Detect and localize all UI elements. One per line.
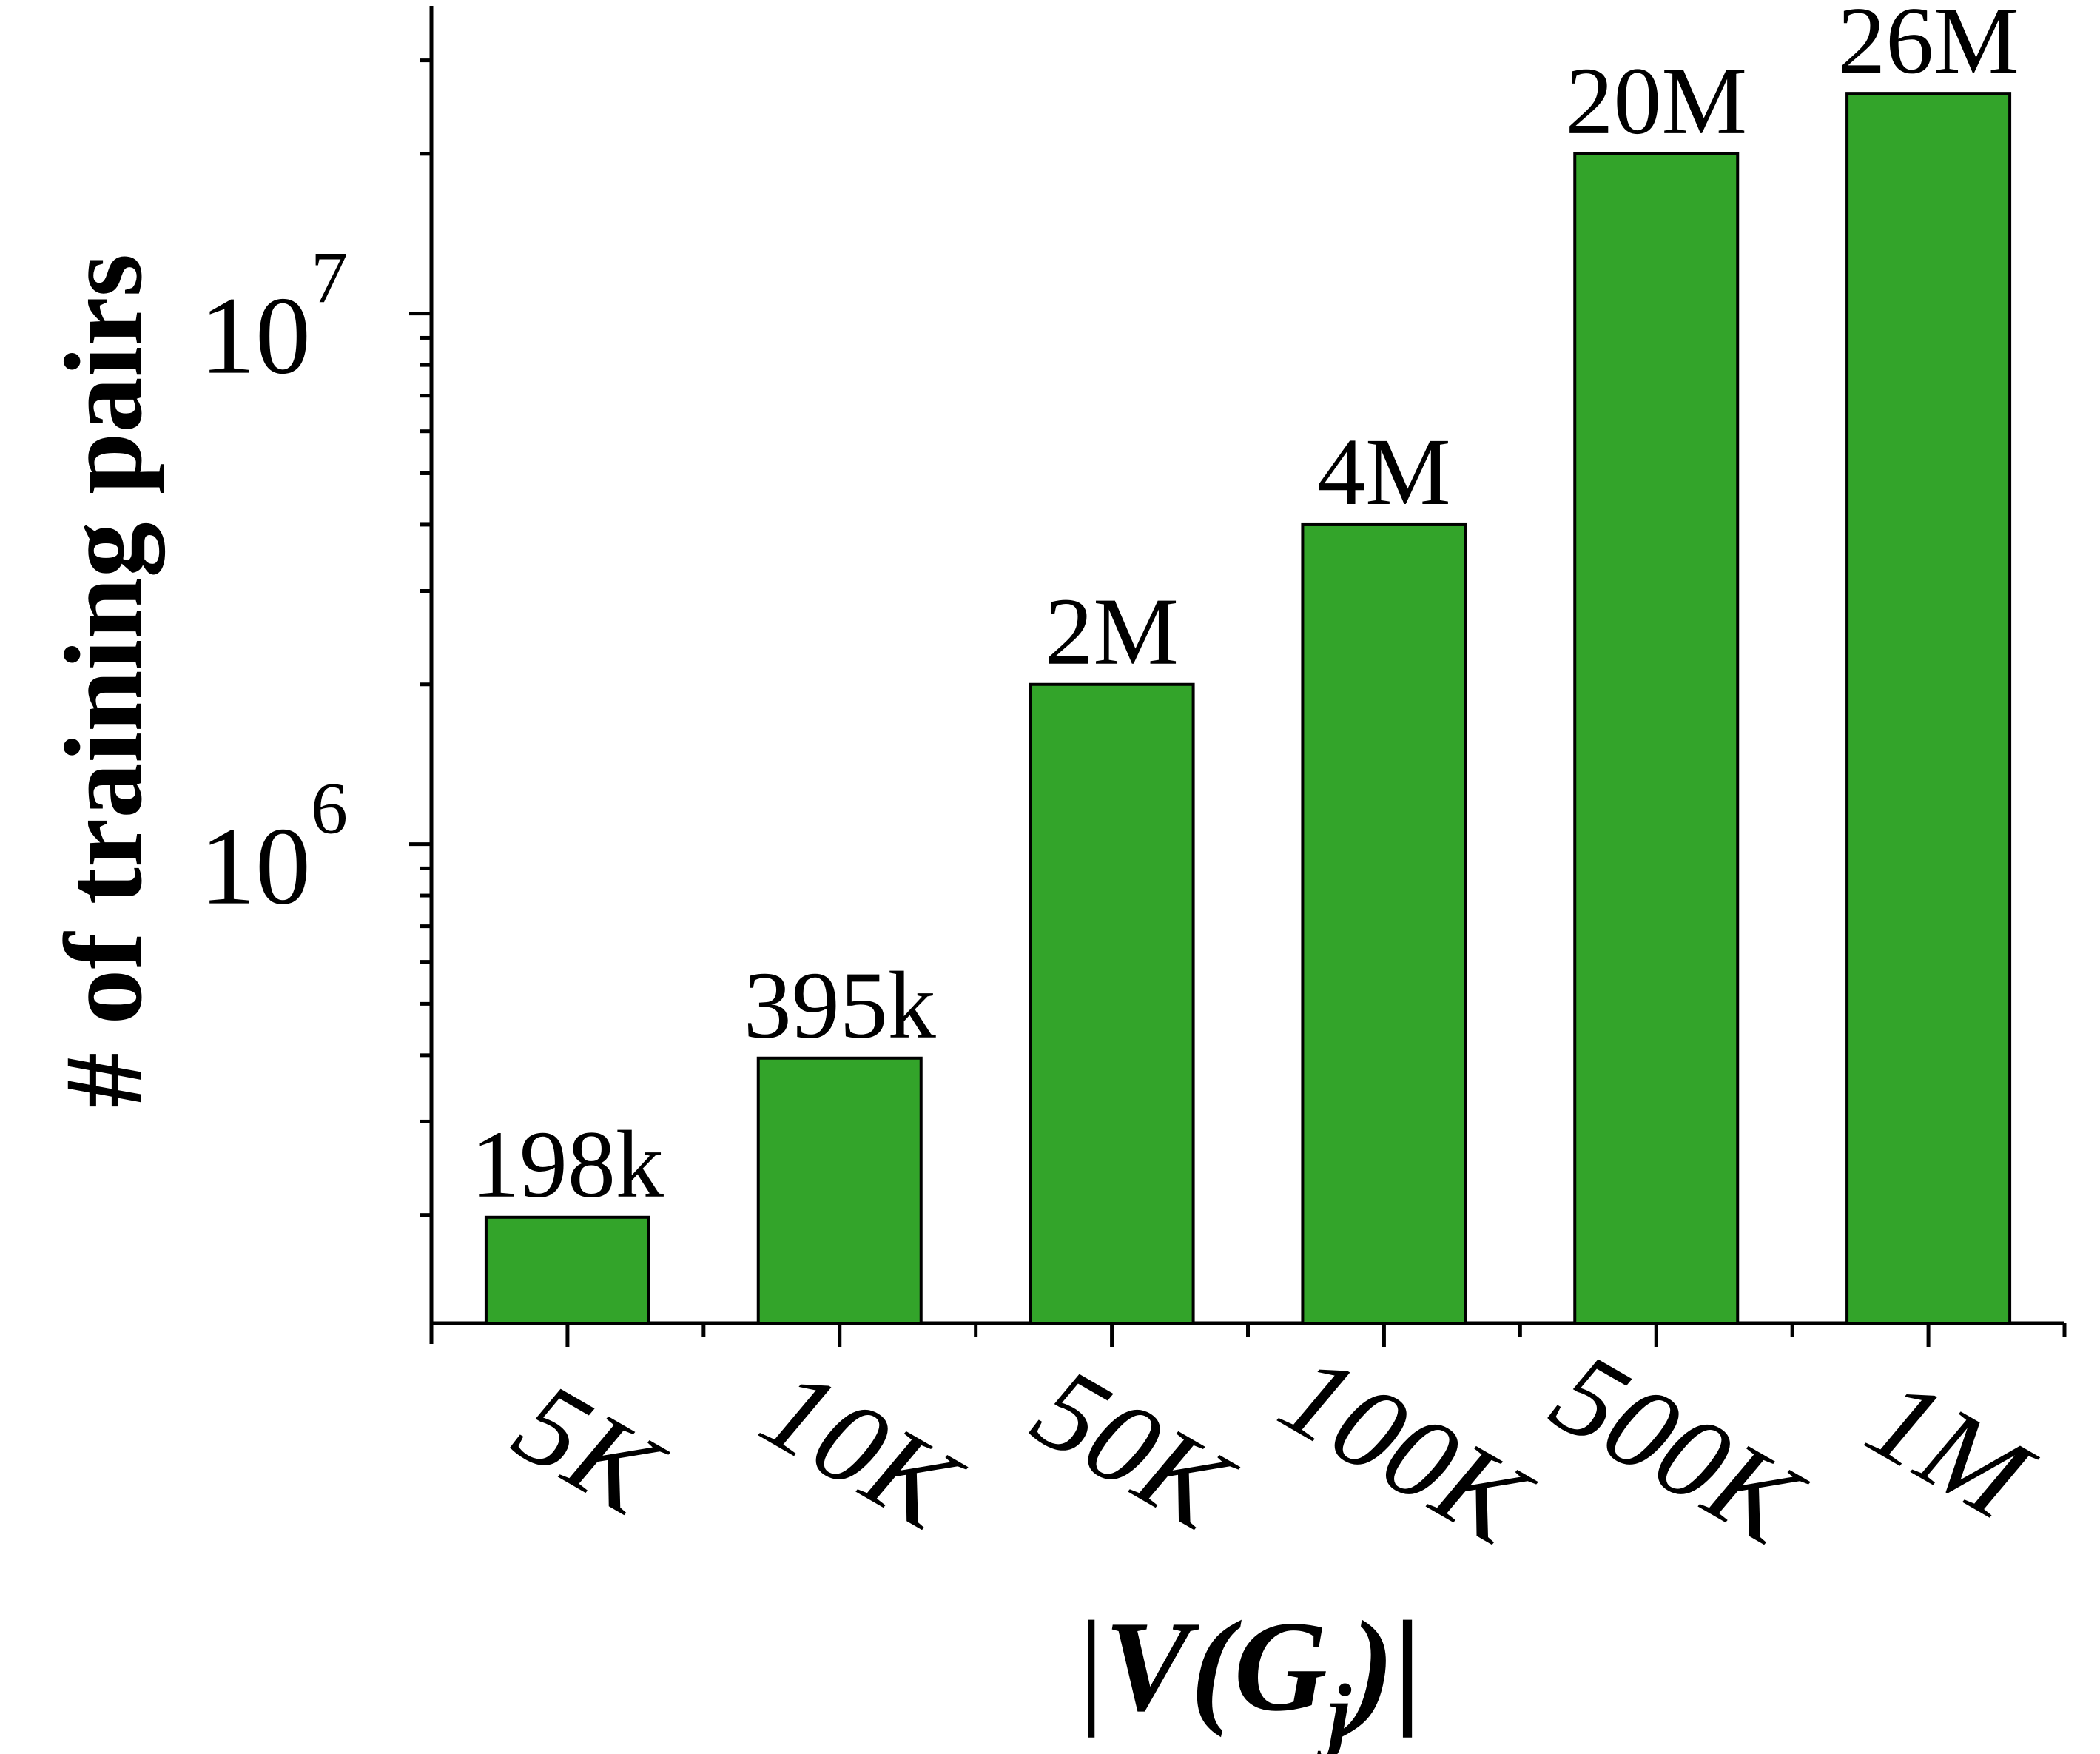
y-tick-label: 107 xyxy=(200,237,348,397)
x-axis-title: |V(Gj)| xyxy=(1078,1594,1422,1754)
y-tick-label-exponent: 7 xyxy=(311,237,348,319)
x-tick-label: 50K xyxy=(1014,1341,1255,1556)
bar xyxy=(1029,682,1195,1325)
bar-data-label: 26M xyxy=(1837,0,2019,94)
x-tick-label: 100K xyxy=(1260,1326,1553,1571)
y-tick-label-exponent: 6 xyxy=(311,767,348,850)
y-axis-title: # of training pairs xyxy=(42,254,165,1108)
bar-data-label: 2M xyxy=(1045,579,1179,685)
x-axis-title-bar-left: | xyxy=(1078,1594,1104,1738)
y-tick-label: 106 xyxy=(200,767,348,928)
bar xyxy=(756,1056,923,1325)
bar-data-label: 395k xyxy=(744,952,936,1059)
x-tick-label: 500K xyxy=(1532,1326,1825,1571)
bar xyxy=(1845,92,2012,1325)
bar-data-label: 20M xyxy=(1565,48,1747,155)
x-tick-label: 5K xyxy=(495,1356,685,1542)
x-axis-title-bar-right: )| xyxy=(1341,1594,1423,1738)
bar xyxy=(1301,522,1467,1325)
x-tick-label: 1M xyxy=(1847,1351,2054,1548)
bar xyxy=(1573,152,1740,1325)
bar-data-label: 4M xyxy=(1317,419,1451,525)
bar-data-label: 198k xyxy=(471,1112,664,1218)
x-tick-label: 10K xyxy=(741,1341,983,1556)
x-axis-title-variable: V(G xyxy=(1104,1594,1327,1738)
y-tick-label-base: 10 xyxy=(200,805,311,928)
y-tick-label-base: 10 xyxy=(200,275,311,397)
bar xyxy=(484,1215,650,1325)
